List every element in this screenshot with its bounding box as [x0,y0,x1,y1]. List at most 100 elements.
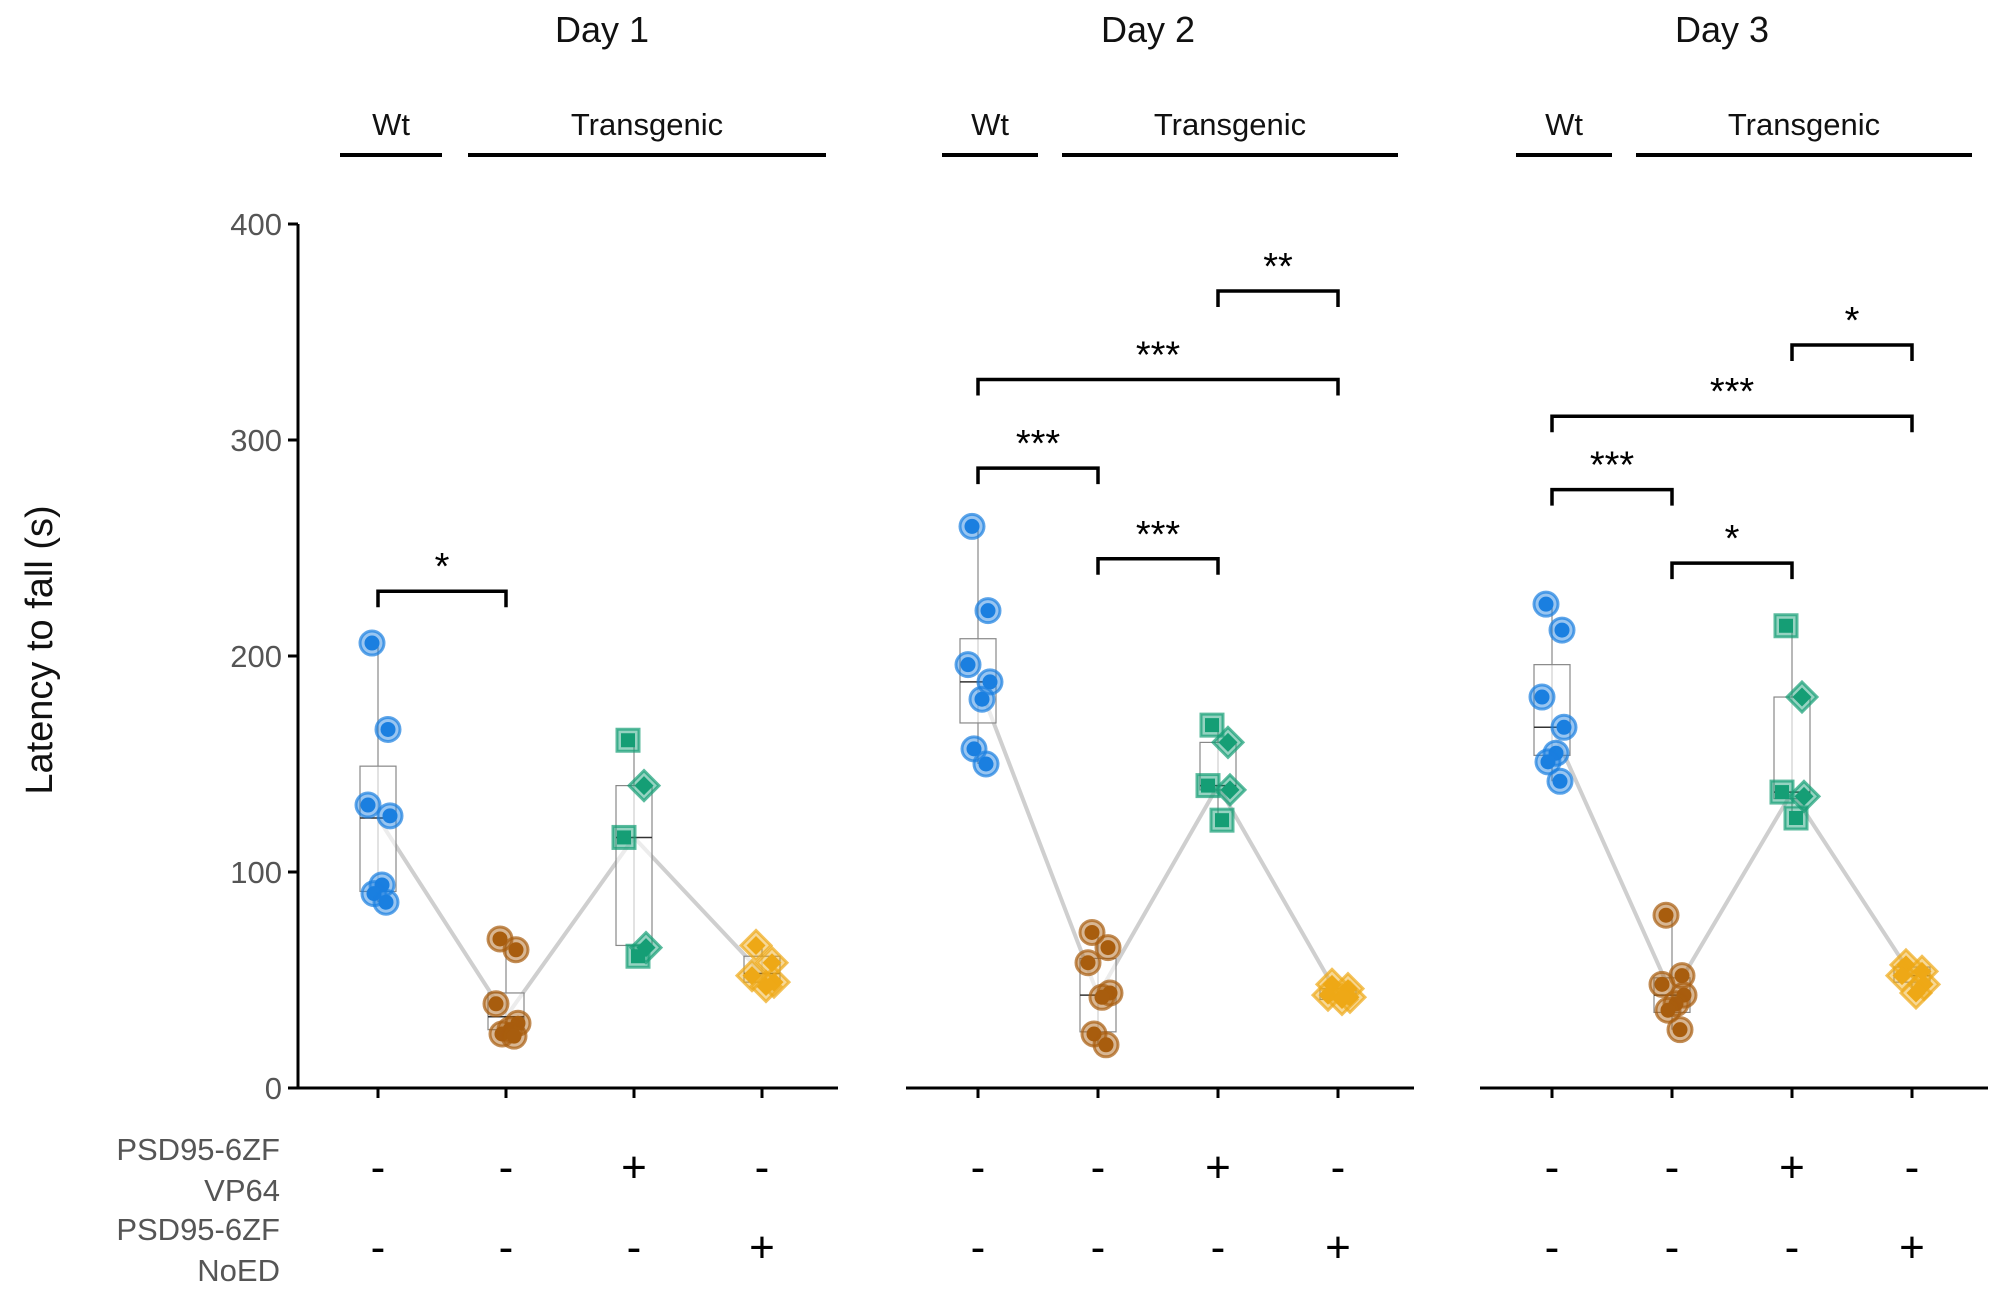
row2-sign: - [1665,1223,1680,1272]
data-point [1660,1002,1676,1018]
data-point [974,691,990,707]
y-axis-label: Latency to fall (s) [19,505,61,794]
points-1 [954,512,1004,778]
group-label-wt: Wt [1545,107,1583,142]
row2-sign: - [627,1223,642,1272]
row1-sign: - [1545,1143,1560,1192]
significance-label: *** [1016,423,1061,465]
significance-label: ** [1263,246,1293,288]
data-point [1094,989,1110,1005]
points-3 [1195,712,1248,833]
row2-sign: + [1899,1223,1925,1272]
data-point [1534,689,1550,705]
significance-bracket: ** [1216,246,1340,307]
row-label-noed-line2: NoED [197,1253,280,1288]
points-1 [354,629,404,916]
panel-title: Day 3 [1675,9,1769,50]
data-point [1205,718,1219,733]
data-point [634,776,654,796]
row2-sign: - [1785,1223,1800,1272]
panel-1: Day 1 Wt Transgenic - - - - + - - +0 100 200 300 400 * [230,9,838,1272]
data-point [1674,968,1690,984]
row2-sign: - [1545,1223,1560,1272]
points-3 [1769,613,1822,831]
data-point [1672,1022,1688,1038]
data-point [378,894,394,910]
points-2 [1074,918,1124,1059]
bracket-line [1790,343,1914,361]
row1-sign: - [1905,1143,1920,1192]
data-point [1892,966,1912,986]
row-label-vp64-line1: PSD95-6ZF [116,1132,280,1167]
data-point [1215,813,1229,828]
y-tick-label: 400 [230,207,282,242]
panels: Day 1Wt Transgenic----+--+0100200300400*D… [230,9,1988,1272]
row1-sign: - [499,1143,514,1192]
data-point [756,976,776,996]
y-tick-label: 100 [230,855,282,890]
data-point [1098,1037,1114,1053]
data-point [631,949,645,964]
row2-sign: + [1325,1223,1351,1272]
significance-bracket: *** [1096,514,1220,575]
panel-2: Day 2Wt Transgenic----+--+*********** [906,9,1414,1272]
bracket-line [1216,289,1340,307]
group-label-transgenic: Transgenic [1154,107,1306,142]
bracket-line [1096,557,1220,575]
row2-sign: - [1211,1223,1226,1272]
y-tick-label: 0 [265,1071,282,1106]
significance-label: *** [1710,371,1755,413]
data-point [1084,924,1100,940]
row1-sign: - [371,1143,386,1192]
row2-sign: - [971,1223,986,1272]
data-point [964,518,980,534]
row1-sign: + [621,1143,647,1192]
row1-sign: - [1665,1143,1680,1192]
data-point [508,942,524,958]
row1-sign: - [1331,1143,1346,1192]
data-point [382,808,398,824]
median-line [1550,726,1914,1000]
bracket-line [376,589,508,608]
data-point [1538,596,1554,612]
panel-3: Day 3Wt Transgenic----+--+******** [1480,9,1988,1272]
points-4 [734,928,792,1004]
group-label-transgenic: Transgenic [571,107,723,142]
data-point [366,886,382,902]
data-point [966,741,982,757]
data-point [1332,989,1352,1009]
data-point [492,931,508,947]
data-point [1789,811,1803,825]
data-point [1906,983,1926,1003]
panel-title: Day 2 [1101,9,1195,50]
points-1 [1528,590,1578,795]
data-point [1218,732,1238,752]
data-point [1779,618,1793,633]
data-point [621,733,635,748]
box [615,784,653,947]
group-label-transgenic: Transgenic [1728,107,1880,142]
points-4 [1310,967,1368,1017]
significance-label: *** [1136,514,1181,556]
significance-bracket: * [376,546,508,608]
data-point [1552,773,1568,789]
row2-sign: - [371,1223,386,1272]
data-point [1080,955,1096,971]
significance-bracket: *** [976,335,1340,396]
points-2 [482,925,532,1050]
row1-sign: - [1091,1143,1106,1192]
data-point [488,996,504,1012]
row1-sign: + [1779,1143,1805,1192]
row2-sign: - [499,1223,514,1272]
data-point [746,935,766,955]
group-label-wt: Wt [971,107,1009,142]
y-tick-label: 200 [230,639,282,674]
bracket-line [976,377,1340,396]
data-point [960,657,976,673]
data-point [978,756,994,772]
significance-label: * [1845,300,1860,342]
data-point [506,1028,522,1044]
data-point [1554,622,1570,638]
points-4 [1884,947,1942,1011]
